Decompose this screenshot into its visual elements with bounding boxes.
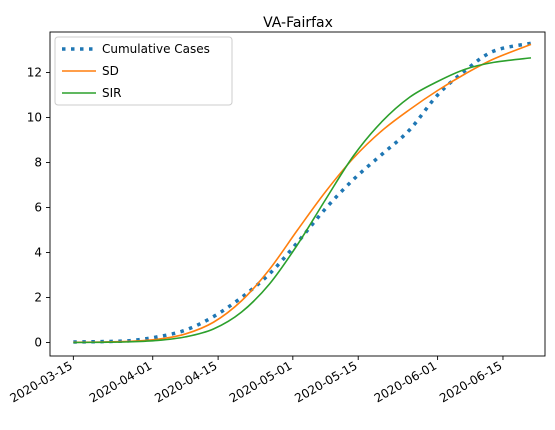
legend-label-2: SIR: [102, 86, 122, 100]
x-tick-label: 2020-05-01: [227, 358, 294, 405]
y-axis: 0 2 4 6 8 10 12: [27, 66, 50, 350]
x-tick-label: 2020-05-15: [292, 358, 359, 405]
legend: Cumulative Cases SD SIR: [54, 36, 233, 106]
y-tick-label: 6: [34, 201, 42, 215]
chart-title: VA-Fairfax: [263, 15, 333, 31]
series-line-1: [73, 43, 532, 344]
y-tick-label: 0: [34, 336, 42, 350]
plot-area: [49, 31, 546, 357]
series-group: [73, 41, 532, 344]
x-tick-label: 2020-04-15: [152, 358, 219, 405]
plot-frame: [49, 31, 546, 357]
series-line-2: [73, 57, 532, 344]
legend-frame: [54, 36, 233, 106]
y-tick-label: 2: [34, 291, 42, 305]
legend-label-1: SD: [102, 64, 119, 78]
x-tick-label: 2020-03-15: [7, 358, 74, 405]
y-tick-label: 12: [27, 66, 42, 80]
x-tick-label: 2020-06-15: [437, 358, 504, 405]
y-tick-label: 10: [27, 111, 42, 125]
y-tick-label: 8: [34, 156, 42, 170]
x-tick-label: 2020-06-01: [372, 358, 439, 405]
legend-label-0: Cumulative Cases: [102, 42, 210, 56]
y-tick-label: 4: [34, 246, 42, 260]
x-tick-label: 2020-04-01: [87, 358, 154, 405]
